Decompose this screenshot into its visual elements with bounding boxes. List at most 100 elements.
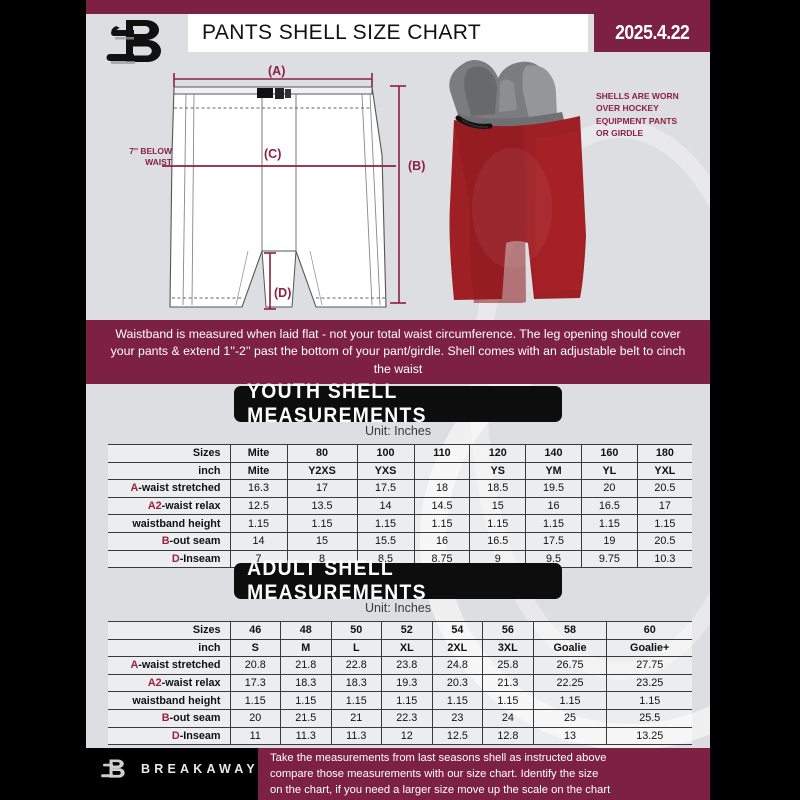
table-cell: 18: [414, 479, 471, 498]
page-title: PANTS SHELL SIZE CHART: [202, 21, 482, 44]
table-cell: 1.15: [533, 691, 608, 710]
table-cell: XL: [381, 639, 433, 658]
table-cell: Y2XS: [287, 462, 358, 481]
row-label: A2-waist relax: [108, 674, 231, 693]
table-cell: 17.3: [230, 674, 282, 693]
table-cell: 1.15: [525, 514, 582, 533]
photo-note-line2: OVER HOCKEY: [596, 103, 659, 114]
table-cell: 19: [581, 532, 638, 551]
table-cell: 13.25: [606, 727, 692, 746]
table-row: D-Inseam 11 11.3 11.3 12 12.5 12.8 13 13.25: [108, 727, 692, 746]
table-cell: 16.5: [581, 497, 638, 516]
table-cell: YXS: [357, 462, 415, 481]
header-maroon-strip: [86, 0, 710, 14]
breakaway-b-logo-icon-footer: [101, 759, 125, 778]
table-cell: S: [230, 639, 282, 658]
youth-section-title: YOUTH SHELL MEASUREMENTS: [247, 380, 427, 427]
table-row: Sizes 46 48 50 52 54 56 58 60: [108, 621, 692, 640]
table-cell: 1.15: [432, 691, 484, 710]
table-cell: 13.5: [287, 497, 358, 516]
table-cell: 14: [230, 532, 288, 551]
row-label-prefix: A: [130, 659, 139, 672]
photo-note-line3: EQUIPMENT PANTS: [596, 115, 678, 126]
adult-measurements-table: Sizes 46 48 50 52 54 56 58 60 inch S M L XL 2XL 3XL Goal…: [108, 621, 692, 746]
table-row: B-out seam 14 15 15.5 16 16.5 17.5 19 20.5: [108, 532, 692, 551]
table-row: A2-waist relax 17.3 18.3 18.3 19.3 20.3 21.3 22…: [108, 674, 692, 693]
table-cell: M: [280, 639, 332, 658]
table-cell: 17: [287, 479, 358, 498]
table-cell: 22.8: [331, 656, 383, 675]
table-cell: 1.15: [280, 691, 332, 710]
table-cell: 23: [432, 709, 484, 728]
table-cell: Mite: [230, 462, 288, 481]
table-cell: 24: [482, 709, 534, 728]
callout-d: (D): [274, 286, 292, 300]
table-cell: 20.8: [230, 656, 282, 675]
table-row: B-out seam 20 21.5 21 22.3 23 24 25 25.5: [108, 709, 692, 728]
product-photo: [440, 58, 600, 304]
below-waist-note-line1: 7'' BELOW: [129, 146, 172, 156]
table-cell: YL: [581, 462, 638, 481]
table-cell: Mite: [230, 444, 288, 463]
table-cell: 3XL: [482, 639, 534, 658]
youth-section-banner: YOUTH SHELL MEASUREMENTS: [234, 380, 562, 427]
adult-unit-label: Unit: Inches: [364, 601, 431, 615]
table-cell: 20: [230, 709, 282, 728]
row-label: Sizes: [108, 621, 231, 640]
row-label-prefix: A2: [147, 500, 162, 513]
table-cell: 16.3: [230, 479, 288, 498]
footer-instructions-banner: Take the measurements from last seasons …: [258, 748, 710, 800]
table-cell: 54: [432, 621, 484, 640]
table-cell: 25: [533, 709, 608, 728]
table-cell: 12: [381, 727, 433, 746]
footer-line3: on the chart, if you need a larger size …: [270, 784, 611, 797]
table-cell: 60: [606, 621, 692, 640]
youth-unit-label: Unit: Inches: [364, 424, 431, 438]
row-label: D-Inseam: [108, 550, 231, 569]
table-row: waistband height 1.15 1.15 1.15 1.15 1.15 1.15…: [108, 691, 692, 710]
table-cell: 21: [331, 709, 383, 728]
table-cell: 26.75: [533, 656, 608, 675]
table-cell: 21.3: [482, 674, 534, 693]
table-cell: Goalie: [533, 639, 608, 658]
callout-a: (A): [268, 64, 286, 78]
breakaway-b-logo-icon: [104, 14, 178, 70]
table-cell: 140: [525, 444, 582, 463]
row-label: A2-waist relax: [108, 497, 231, 516]
table-cell: 20.5: [637, 479, 692, 498]
table-cell: 12.5: [230, 497, 288, 516]
adult-section-banner: ADULT SHELL MEASUREMENTS: [234, 557, 562, 604]
table-cell: 20: [581, 479, 638, 498]
table-cell: 18.3: [331, 674, 383, 693]
table-cell: L: [331, 639, 383, 658]
row-label-prefix: B: [161, 712, 170, 725]
table-cell: 15: [469, 497, 527, 516]
table-cell: 1.15: [637, 514, 692, 533]
table-cell: 14.5: [414, 497, 471, 516]
table-cell: 10.3: [637, 550, 692, 569]
adult-section-title: ADULT SHELL MEASUREMENTS: [247, 557, 427, 604]
table-cell: 22.3: [381, 709, 433, 728]
table-cell: 21.5: [280, 709, 332, 728]
table-cell: 1.15: [469, 514, 527, 533]
table-cell: 1.15: [606, 691, 692, 710]
table-cell: YM: [525, 462, 582, 481]
table-cell: 160: [581, 444, 638, 463]
table-cell: 17: [637, 497, 692, 516]
table-cell: 46: [230, 621, 282, 640]
row-label: inch: [108, 639, 231, 658]
table-cell: 23.25: [606, 674, 692, 693]
table-cell: 100: [357, 444, 415, 463]
table-cell: 11: [230, 727, 282, 746]
table-cell: 18.3: [280, 674, 332, 693]
pants-technical-drawing: (A) (B) (C) (D): [86, 55, 466, 315]
table-cell: 14: [357, 497, 415, 516]
table-cell: 1.15: [581, 514, 638, 533]
table-row: inch S M L XL 2XL 3XL Goalie Goalie+: [108, 639, 692, 658]
table-cell: 11.3: [331, 727, 383, 746]
table-row: Sizes Mite 80 100 110 120 140 160 180: [108, 444, 692, 463]
table-cell: 48: [280, 621, 332, 640]
table-cell: 16: [525, 497, 582, 516]
table-cell: 120: [469, 444, 527, 463]
